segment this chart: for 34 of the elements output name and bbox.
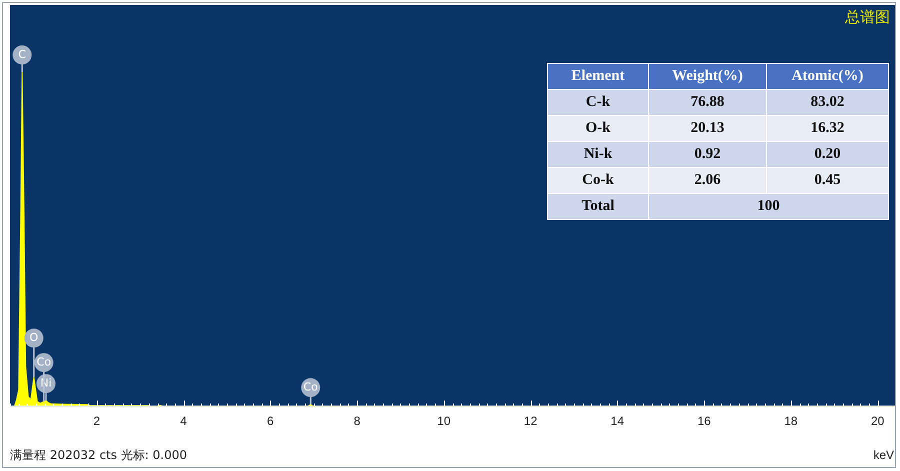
x-axis-title: keV	[873, 448, 894, 462]
chart-title: 总谱图	[845, 8, 890, 27]
annotation: C	[18, 48, 26, 61]
x-tick-label: 16	[697, 414, 712, 428]
annotation: 83.02	[766, 90, 888, 116]
annotation: Co-k	[548, 168, 648, 194]
x-tick-label: 10	[437, 414, 451, 428]
x-tick-label: 18	[784, 414, 798, 428]
annotation: O	[30, 331, 39, 344]
annotation: Atomic(%)	[766, 64, 888, 90]
annotation: Element	[548, 64, 648, 90]
x-tick-label: 8	[354, 414, 361, 428]
annotation: 0.45	[766, 168, 888, 194]
annotation: Weight(%)	[648, 64, 766, 90]
annotation: Ni-k	[548, 142, 648, 168]
x-tick-label: 4	[180, 414, 188, 428]
annotation: C-k	[548, 90, 648, 116]
annotation: 100	[648, 194, 888, 220]
x-tick-label: 6	[266, 414, 274, 428]
annotation: Total	[548, 194, 648, 220]
x-tick-label: 2	[93, 414, 100, 428]
x-tick-label: 12	[524, 414, 538, 428]
annotation: 76.88	[648, 90, 766, 116]
annotation: 2.06	[648, 168, 766, 194]
annotation: O-k	[548, 116, 648, 142]
text: 满量程 202032 cts 光标: 0.000	[10, 447, 188, 464]
annotation: 20.13	[648, 116, 766, 142]
annotation: Co	[36, 355, 52, 368]
annotation: Co	[303, 380, 318, 394]
annotation: 0.92	[648, 142, 766, 168]
x-tick-label: 20	[870, 414, 885, 428]
annotation: 0.20	[766, 142, 888, 168]
x-tick-label: 14	[610, 414, 624, 428]
annotation: 16.32	[766, 116, 888, 142]
